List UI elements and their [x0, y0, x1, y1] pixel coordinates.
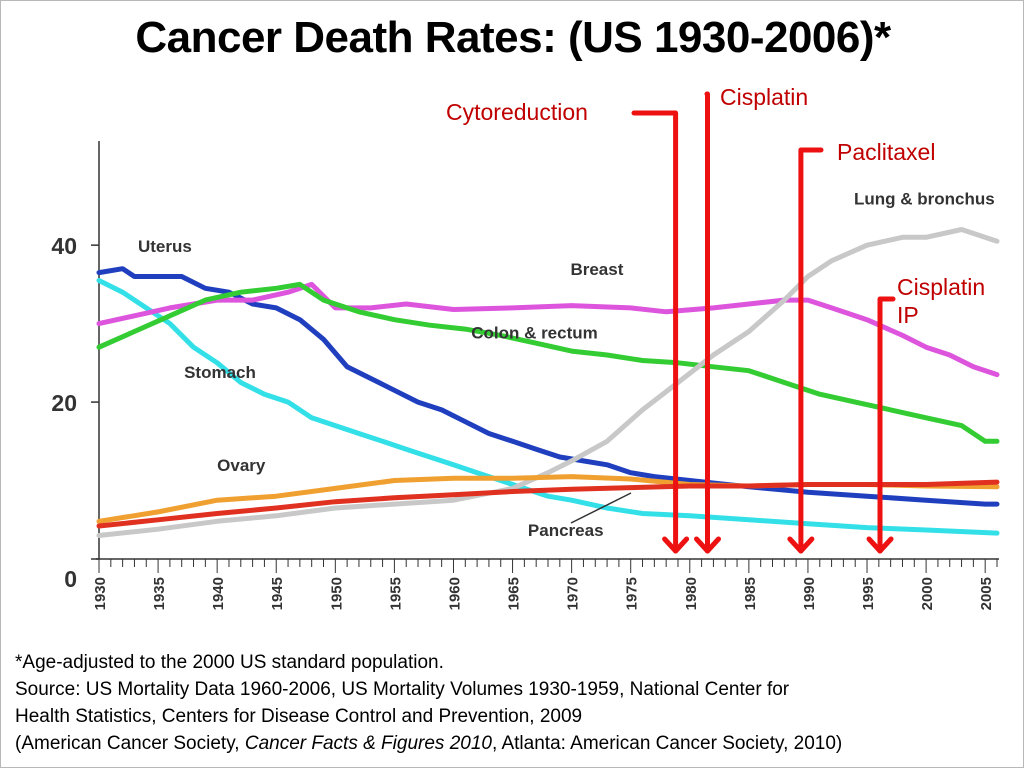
series-label-ovary: Ovary [217, 456, 266, 475]
x-tick-label: 1980 [683, 577, 700, 610]
series-labels: Uterus Stomach Breast Colon & rectum Lung & … [138, 189, 995, 540]
annotation-label-cisplatin: Cisplatin [720, 84, 809, 110]
series-line-breast [96, 281, 1000, 378]
footnote-citation-pre: (American Cancer Society, [15, 733, 245, 754]
annotation-arrowhead-cytoreduction [662, 536, 690, 554]
chart-title: Cancer Death Rates: (US 1930-2006)* [135, 13, 891, 62]
series-label-stomach: Stomach [184, 363, 256, 382]
x-tick-label: 1930 [92, 577, 109, 610]
series-line-colon-rectum [96, 281, 1000, 444]
x-tick-label: 1995 [860, 577, 877, 610]
y-tick-label: 0 [64, 566, 77, 592]
annotation-label-cytoreduction: Cytoreduction [446, 99, 588, 125]
series-lines [96, 227, 1000, 538]
x-tick-label: 1990 [801, 577, 818, 610]
footnote-source-line2: Health Statistics, Centers for Disease C… [15, 706, 583, 727]
footnote-source-line1: Source: US Mortality Data 1960-2006, US … [15, 679, 790, 700]
annotation-label-cisplatin-ip: Cisplatin IP [897, 273, 985, 329]
pancreas-pointer-line [570, 492, 632, 524]
x-tick-label: 1960 [446, 577, 463, 610]
footnote: *Age-adjusted to the 2000 US standard po… [15, 649, 1015, 757]
annotation-arrow-paclitaxel [798, 147, 824, 554]
x-tick-label: 1945 [269, 577, 286, 610]
footnote-age-adjusted: *Age-adjusted to the 2000 US standard po… [15, 652, 444, 673]
x-tick-label: 1955 [387, 577, 404, 610]
footnote-citation-post: , Atlanta: American Cancer Society, 2010… [491, 733, 843, 754]
series-line-pancreas [96, 479, 1000, 529]
series-label-lung-bronchus: Lung & bronchus [854, 189, 995, 208]
annotation-arrowhead-cisplatin [694, 536, 722, 554]
annotation-arrows [631, 91, 896, 554]
x-tick-label: 1935 [151, 577, 168, 610]
x-tick-label: 2005 [978, 577, 995, 610]
annotation-label-cisplatin-ip-line1: Cisplatin [897, 274, 986, 300]
series-label-breast: Breast [570, 260, 623, 279]
x-tick-label: 2000 [919, 577, 936, 610]
x-tick-label: 1950 [328, 577, 345, 610]
footnote-citation-title: Cancer Facts & Figures 2010 [244, 733, 492, 754]
y-tick-label: 20 [51, 390, 77, 416]
series-line-lung-bronchus [96, 227, 1000, 538]
annotation-arrow-cytoreduction [631, 110, 679, 554]
annotation-arrowhead-cisplatin-ip [866, 536, 894, 554]
x-tick-label: 1985 [742, 577, 759, 610]
annotation-arrowhead-paclitaxel [787, 536, 815, 554]
annotation-arrow-cisplatin [704, 91, 710, 554]
axes: 0 20 40 1930 1935 1940 1945 1950 1955 1960 1965 197… [51, 141, 999, 610]
y-tick-label: 40 [51, 233, 77, 259]
annotation-arrow-cisplatin-ip [877, 296, 896, 554]
x-tick-label: 1965 [506, 577, 523, 610]
series-label-pancreas: Pancreas [528, 521, 604, 540]
x-tick-label: 1975 [624, 577, 641, 610]
footnote-citation: (American Cancer Society, Cancer Facts &… [15, 730, 1015, 757]
x-tick-label: 1940 [210, 577, 227, 610]
x-tick-label: 1970 [565, 577, 582, 610]
series-label-colon-rectum: Colon & rectum [471, 324, 598, 343]
annotation-label-paclitaxel: Paclitaxel [837, 139, 936, 165]
series-label-uterus: Uterus [138, 237, 192, 256]
annotation-label-cisplatin-ip-line2: IP [897, 302, 919, 328]
